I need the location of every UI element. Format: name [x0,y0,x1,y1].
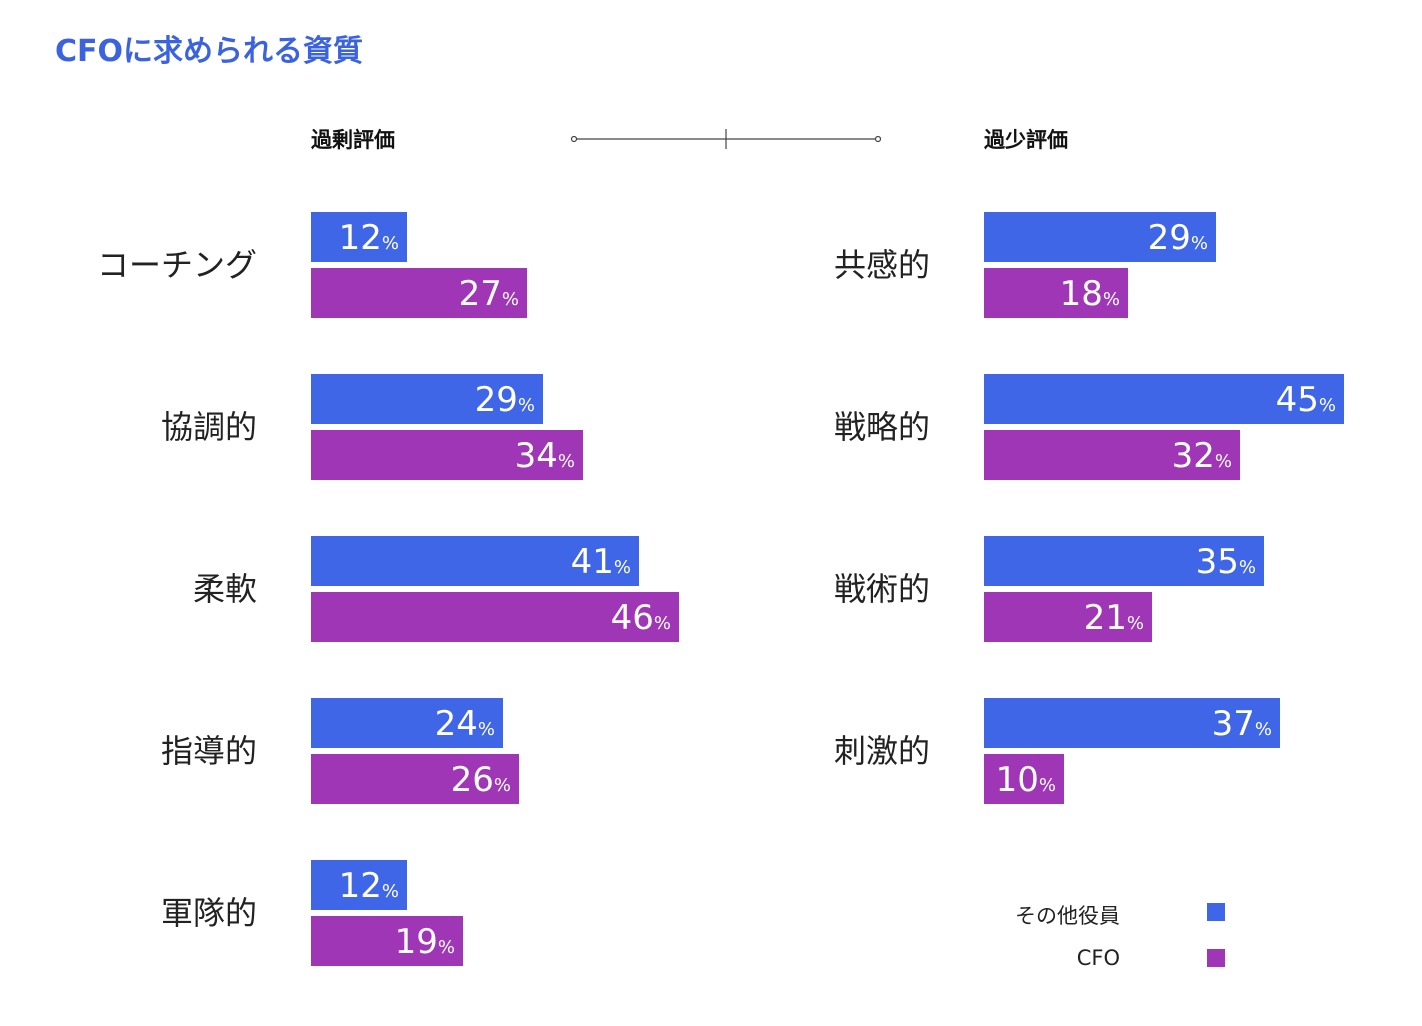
category-label: 柔軟 [193,570,257,608]
category-label: 刺激的 [834,732,930,770]
bar-other-execs [311,374,543,424]
bar-other-execs [311,698,503,748]
bar-value-label: 10% [996,760,1056,800]
bar-other-execs [984,698,1280,748]
bar-value-label: 12% [339,218,399,258]
legend-swatch-other-execs [1207,903,1225,921]
bar-cfo [311,754,519,804]
bar-other-execs [311,860,407,910]
bar-value-label: 26% [451,760,511,800]
scale-divider [570,129,882,149]
bar-cfo [984,754,1064,804]
category-label: 戦略的 [834,408,930,446]
bar-other-execs [311,536,639,586]
category-label: 共感的 [834,246,930,284]
bar-value-label: 46% [611,598,671,638]
bar-value-label: 12% [339,866,399,906]
panel-title-underrated: 過少評価 [984,128,1068,152]
bar-other-execs [311,212,407,262]
bar-cfo [984,430,1240,480]
bar-value-label: 32% [1172,436,1232,476]
bar-cfo [311,592,679,642]
bar-cfo [311,916,463,966]
panel-title-overrated: 過剰評価 [311,128,395,152]
category-label: コーチング [97,246,257,284]
bar-value-label: 35% [1196,542,1256,582]
bar-value-label: 24% [435,704,495,744]
bar-other-execs [984,536,1264,586]
bar-value-label: 19% [395,922,455,962]
chart-title: CFOに求められる資質 [55,34,364,69]
bar-other-execs [984,212,1216,262]
bar-cfo [311,430,583,480]
bar-value-label: 45% [1276,380,1336,420]
bar-cfo [984,592,1152,642]
category-label: 協調的 [161,408,257,446]
bar-cfo [984,268,1128,318]
legend-label-cfo: CFO [1076,946,1120,970]
legend-swatch-cfo [1207,949,1225,967]
bar-value-label: 21% [1084,598,1144,638]
bar-other-execs [984,374,1344,424]
bar-value-label: 27% [459,274,519,314]
bar-value-label: 41% [571,542,631,582]
category-label: 戦術的 [834,570,930,608]
bar-value-label: 34% [515,436,575,476]
bar-value-label: 37% [1212,704,1272,744]
bar-value-label: 29% [475,380,535,420]
bar-cfo [311,268,527,318]
bar-value-label: 29% [1148,218,1208,258]
legend-label-other-execs: その他役員 [1015,904,1120,928]
category-label: 軍隊的 [161,894,257,932]
category-label: 指導的 [161,732,257,770]
bar-value-label: 18% [1060,274,1120,314]
